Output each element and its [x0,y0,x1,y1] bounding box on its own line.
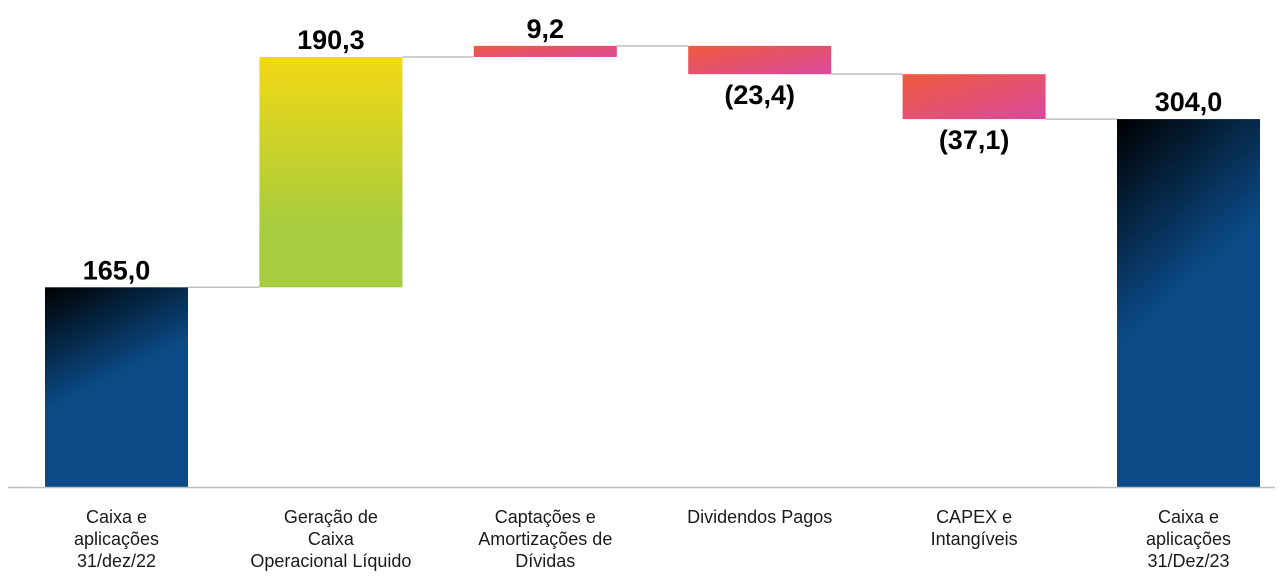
category-label-caixa-e-aplicacoes-31-dez-23: Caixa e aplicações 31/Dez/23 [1146,507,1231,571]
value-label-caixa-e-aplicacoes-31-dez-23: 304,0 [1155,87,1223,117]
category-label-line: 31/Dez/23 [1147,551,1229,571]
connector-lines [188,45,1117,289]
category-label-capex-e-intangiveis: CAPEX e Intangíveis [931,507,1018,549]
category-label-caixa-e-aplicacoes-31-dez-22: Caixa e aplicações 31/dez/22 [74,507,159,571]
category-label-line: 31/dez/22 [77,551,156,571]
bar-geracao-de-caixa-operacional-liquido [259,57,403,288]
category-label-geracao-de-caixa-operacional-liquido: Geração de Caixa Operacional Líquido [250,507,411,571]
category-label-dividendos-pagos: Dividendos Pagos [687,507,832,527]
bar-caixa-e-aplicacoes-31-dez-23 [1117,119,1260,487]
category-label-line: Caixa e [1158,507,1219,527]
bar-captacoes-e-amortizacoes-de-dividas [473,45,617,57]
category-label-line: Geração de [284,507,378,527]
bar-dividendos-pagos [688,45,832,75]
value-label-geracao-de-caixa-operacional-liquido: 190,3 [297,25,365,55]
category-label-line: Captações e [495,507,596,527]
category-label-captacoes-e-amortizacoes-de-dividas: Captações e Amortizações de Dívidas [478,507,612,571]
value-label-caixa-e-aplicacoes-31-dez-22: 165,0 [83,255,151,285]
category-label-line: Intangíveis [931,529,1018,549]
category-label-line: Operacional Líquido [250,551,411,571]
category-label-line: aplicações [74,529,159,549]
category-label-line: Caixa [308,529,355,549]
category-label-line: Dividendos Pagos [687,507,832,527]
category-label-line: Amortizações de [478,529,612,549]
value-label-capex-e-intangiveis: (37,1) [939,125,1010,155]
category-label-line: CAPEX e [936,507,1012,527]
bar-caixa-e-aplicacoes-31-dez-22 [45,287,188,487]
category-label-line: Dívidas [515,551,575,571]
value-labels: 165,0 190,3 9,2 (23,4) (37,1) 304,0 [83,14,1223,285]
category-label-line: aplicações [1146,529,1231,549]
value-label-captacoes-e-amortizacoes-de-dividas: 9,2 [527,14,565,44]
value-label-dividendos-pagos: (23,4) [724,80,795,110]
bar-capex-e-intangiveis [902,74,1046,120]
bars [45,45,1260,487]
category-label-line: Caixa e [86,507,147,527]
